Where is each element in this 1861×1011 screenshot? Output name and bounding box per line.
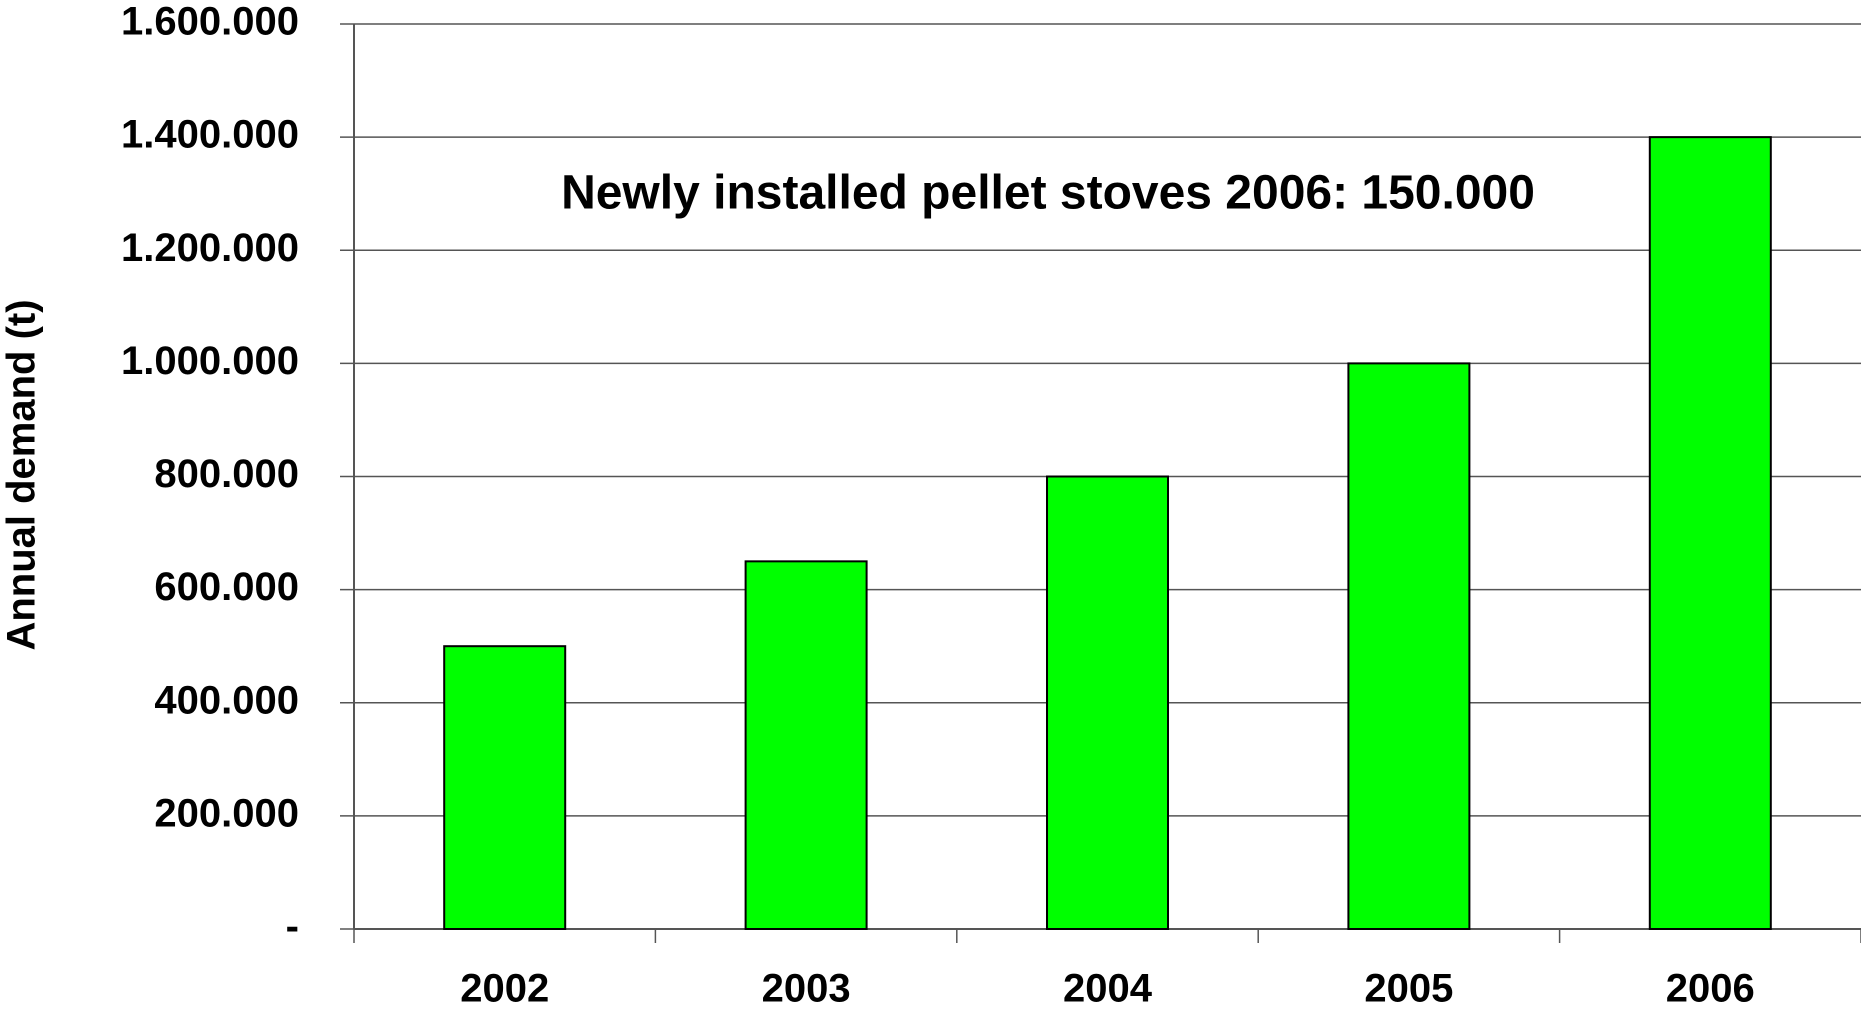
x-tick-label: 2003 [762,967,851,1011]
x-tick-label: 2005 [1364,967,1453,1011]
x-tick-label: 2002 [460,967,549,1011]
y-tick-label: 1.600.000 [121,0,299,44]
y-tick-label: 1.400.000 [121,113,299,157]
bar [1648,136,1772,930]
x-tick-label: 2006 [1666,967,1755,1011]
y-tick-label: 800.000 [154,452,299,496]
bar [1046,475,1169,930]
x-tick-label: 2004 [1063,967,1153,1011]
y-tick-label: 400.000 [154,678,299,722]
bar [443,645,567,930]
y-axis-label: Annual demand (t) [0,299,44,650]
bar [744,560,868,930]
bar [1347,362,1471,930]
annotation: Newly installed pellet stoves 2006: 150.… [561,167,1535,220]
y-tick-label: 200.000 [154,791,299,835]
y-tick-label: - [286,905,299,949]
y-tick-label: 1.200.000 [121,226,299,270]
y-tick-label: 1.000.000 [121,339,299,383]
y-tick-label: 600.000 [154,565,299,609]
